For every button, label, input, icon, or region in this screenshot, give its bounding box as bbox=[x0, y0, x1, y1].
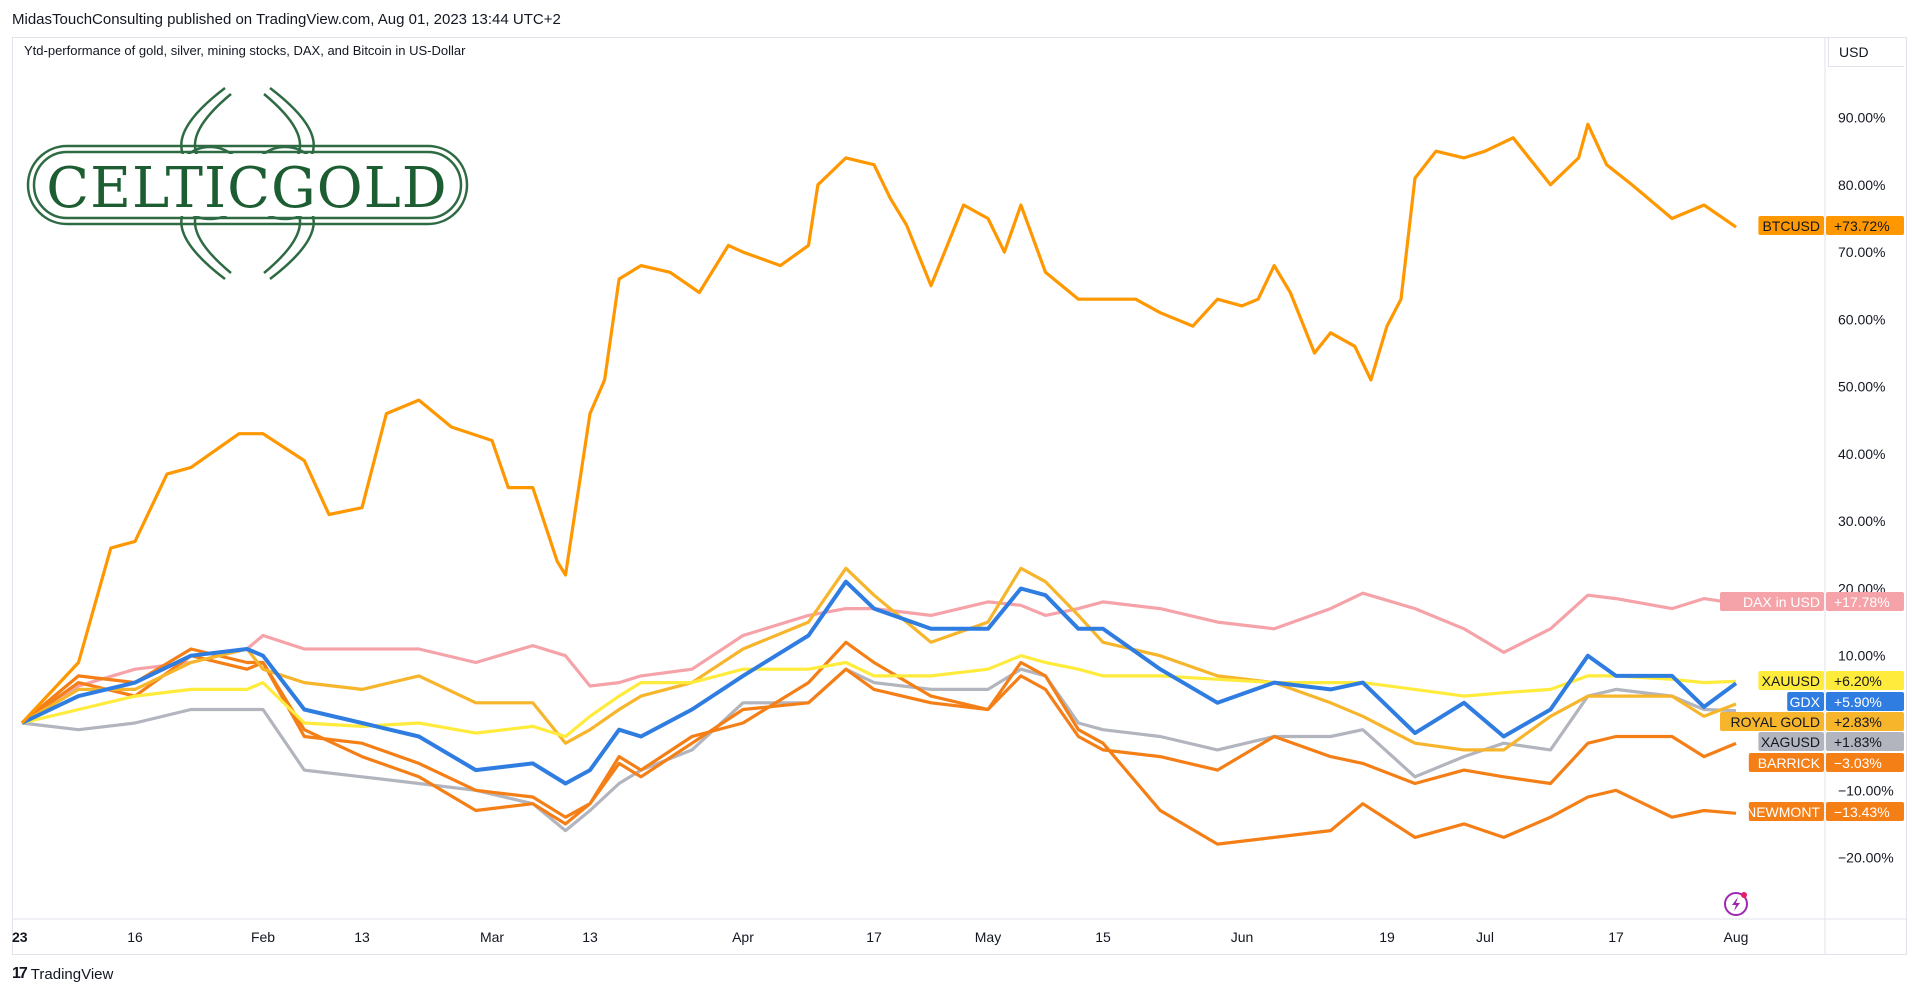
x-tick-label: 17 bbox=[1608, 929, 1624, 945]
y-axis[interactable]: 90.00% 80.00% 70.00% 60.00% 50.00% 40.00% 30.0… bbox=[1838, 110, 1894, 866]
x-tick-label: 23 bbox=[12, 929, 28, 945]
y-tick-label: 40.00% bbox=[1838, 446, 1885, 462]
series-line-dax-in-usd[interactable] bbox=[21, 591, 1737, 725]
y-tick-label: 30.00% bbox=[1838, 513, 1885, 529]
celticgold-logo: CELTICGOLD bbox=[25, 86, 470, 286]
x-tick-label: 13 bbox=[582, 929, 598, 945]
series-name: DAX in USD bbox=[1743, 594, 1820, 610]
y-tick-label: 60.00% bbox=[1838, 311, 1885, 327]
series-name: NEWMONT bbox=[1746, 804, 1820, 820]
svg-text:CELTICGOLD: CELTICGOLD bbox=[46, 156, 447, 221]
lightning-icon[interactable] bbox=[1724, 892, 1748, 916]
series-name-box bbox=[1720, 712, 1824, 731]
y-tick-label: 70.00% bbox=[1838, 244, 1885, 260]
x-tick-label: 15 bbox=[1095, 929, 1111, 945]
x-tick-label: Feb bbox=[251, 929, 275, 945]
x-tick-label: 13 bbox=[354, 929, 370, 945]
series-last-value: +5.90% bbox=[1834, 694, 1882, 710]
x-tick-label: 17 bbox=[866, 929, 882, 945]
series-last-value: +2.83% bbox=[1834, 714, 1882, 730]
x-axis[interactable]: 23 16 Feb 13 Mar 13 Apr 17 May 15 Jun 19 Jul 17 Aug bbox=[12, 929, 1748, 945]
series-name: XAGUSD bbox=[1761, 734, 1820, 750]
series-name-box bbox=[1748, 753, 1824, 772]
series-value-box bbox=[1826, 692, 1904, 711]
series-last-value: +1.83% bbox=[1834, 734, 1882, 750]
series-label-royal-gold: ROYAL GOLD +2.83% bbox=[1720, 712, 1904, 731]
series-label-xauusd: XAUUSD +6.20% bbox=[1758, 671, 1904, 690]
series-name-box bbox=[1758, 216, 1824, 235]
series-label-barrick: BARRICK −3.03% bbox=[1748, 753, 1904, 772]
y-tick-label: 10.00% bbox=[1838, 648, 1885, 664]
x-tick-label: 16 bbox=[127, 929, 143, 945]
series-value-box bbox=[1826, 732, 1904, 751]
chart-frame bbox=[12, 37, 1907, 955]
series-line-xauusd[interactable] bbox=[21, 654, 1737, 739]
series-name-box bbox=[1787, 692, 1824, 711]
series-value-box bbox=[1826, 712, 1904, 731]
series-label-btcusd: BTCUSD +73.72% bbox=[1758, 216, 1904, 235]
x-tick-label: Jun bbox=[1231, 929, 1254, 945]
series-name: XAUUSD bbox=[1762, 673, 1820, 689]
tradingview-mark-icon: 17 bbox=[12, 965, 28, 982]
series-line-btcusd[interactable] bbox=[20, 122, 1737, 725]
series-name: GDX bbox=[1790, 694, 1821, 710]
series-name: BARRICK bbox=[1758, 755, 1821, 771]
y-tick-label: 80.00% bbox=[1838, 177, 1885, 193]
series-name-box bbox=[1748, 802, 1824, 821]
series-value-box bbox=[1826, 802, 1904, 821]
x-tick-label: Aug bbox=[1724, 929, 1749, 945]
series-label-newmont: NEWMONT −13.43% bbox=[1746, 802, 1904, 821]
series-name: BTCUSD bbox=[1762, 218, 1820, 234]
y-tick-label: 50.00% bbox=[1838, 379, 1885, 395]
series-label-gdx: GDX +5.90% bbox=[1787, 692, 1904, 711]
series-line-newmont[interactable] bbox=[20, 640, 1737, 846]
x-tick-label: Mar bbox=[480, 929, 504, 945]
series-name-box bbox=[1758, 732, 1824, 751]
x-tick-label: May bbox=[975, 929, 1001, 945]
tradingview-logo[interactable]: 17 TradingView bbox=[12, 965, 113, 983]
series-last-value: +73.72% bbox=[1834, 218, 1890, 234]
x-tick-label: Apr bbox=[732, 929, 754, 945]
series-labels: DAX in USD +17.78% XAGUSD +1.83% NEWMONT −13.… bbox=[1720, 216, 1904, 821]
series-line-royal-gold[interactable] bbox=[21, 566, 1737, 752]
series-name: ROYAL GOLD bbox=[1731, 714, 1820, 730]
series-value-box bbox=[1826, 753, 1904, 772]
y-tick-label: −10.00% bbox=[1838, 782, 1894, 798]
x-tick-label: Jul bbox=[1476, 929, 1494, 945]
series-last-value: +6.20% bbox=[1834, 673, 1882, 689]
publish-info: MidasTouchConsulting published on Tradin… bbox=[12, 11, 561, 28]
series-name-box bbox=[1720, 592, 1824, 611]
series-value-box bbox=[1826, 216, 1904, 235]
series-line-gdx[interactable] bbox=[21, 579, 1738, 786]
currency-button[interactable]: USD bbox=[1828, 37, 1904, 67]
series-line-barrick[interactable] bbox=[21, 654, 1737, 819]
tradingview-brand: TradingView bbox=[30, 965, 114, 983]
series-lines bbox=[20, 122, 1738, 846]
y-tick-label: −20.00% bbox=[1838, 850, 1894, 866]
y-tick-label: 90.00% bbox=[1838, 110, 1885, 126]
series-value-box bbox=[1826, 592, 1904, 611]
series-last-value: −13.43% bbox=[1834, 804, 1890, 820]
series-value-box bbox=[1826, 671, 1904, 690]
series-label-xagusd: XAGUSD +1.83% bbox=[1758, 732, 1904, 751]
chart-title: Ytd-performance of gold, silver, mining … bbox=[24, 43, 466, 58]
series-name-box bbox=[1758, 671, 1824, 690]
series-label-dax-in-usd: DAX in USD +17.78% bbox=[1720, 592, 1904, 611]
series-last-value: −3.03% bbox=[1834, 755, 1882, 771]
x-tick-label: 19 bbox=[1379, 929, 1395, 945]
series-last-value: +17.78% bbox=[1834, 594, 1890, 610]
